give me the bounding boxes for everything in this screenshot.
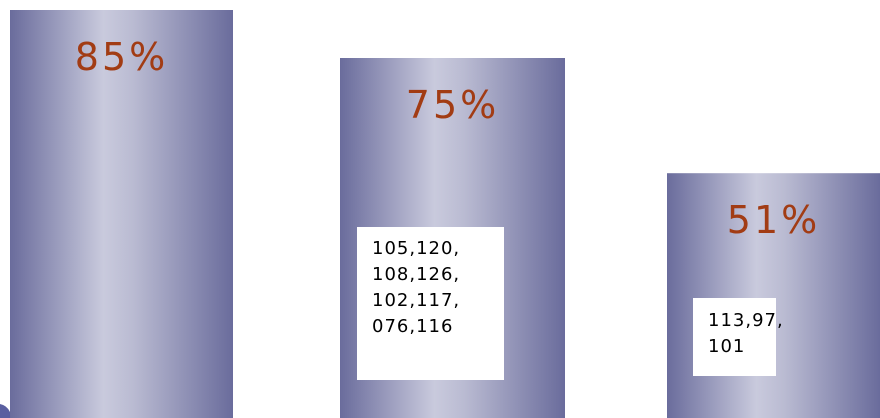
value-label: 75% xyxy=(406,83,499,127)
annotation-text: 108,126, xyxy=(372,264,460,285)
annotation-box xyxy=(357,227,504,380)
corner-decoration xyxy=(0,404,10,418)
annotation-text: 076,116 xyxy=(372,316,453,337)
annotation-box xyxy=(693,298,776,376)
annotation-text: 113,97, xyxy=(708,310,784,331)
bar xyxy=(10,10,233,418)
annotation-text: 102,117, xyxy=(372,290,460,311)
value-label: 51% xyxy=(727,198,820,242)
annotation-text: 105,120, xyxy=(372,238,460,259)
annotation-text: 101 xyxy=(708,336,745,357)
bar xyxy=(667,173,880,418)
value-label: 85% xyxy=(75,35,168,79)
